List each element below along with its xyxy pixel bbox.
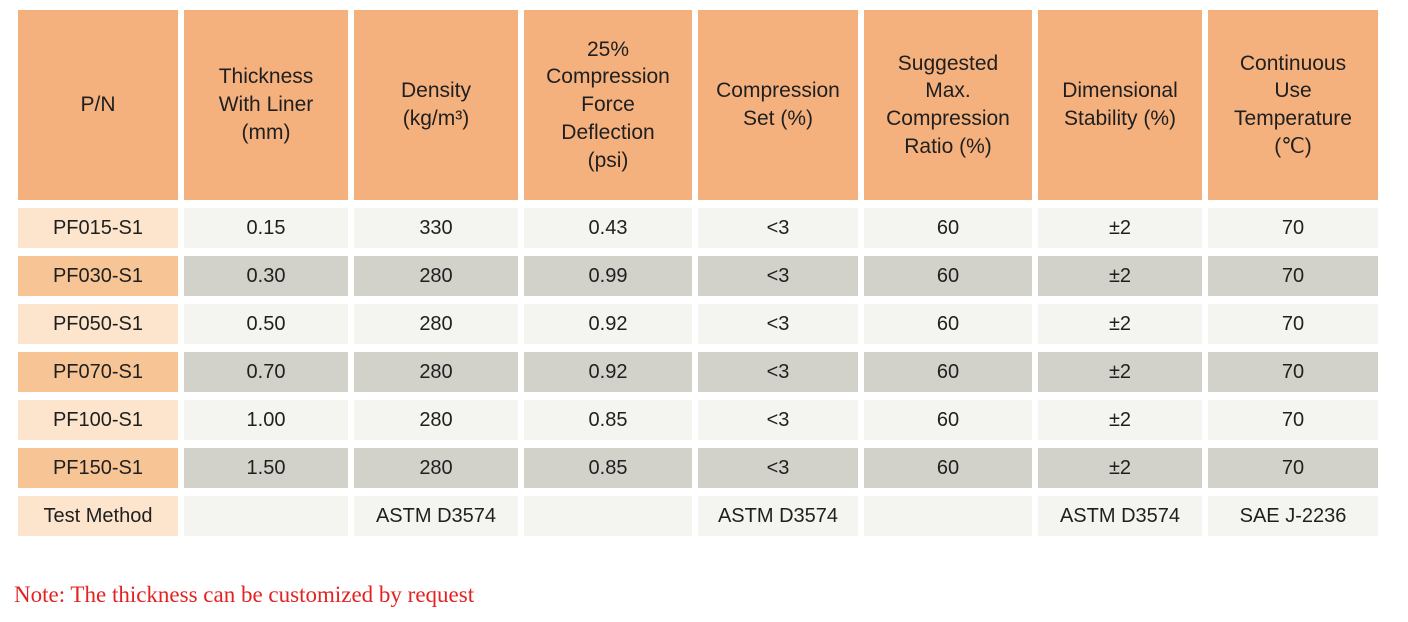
value-cell: 280 <box>354 304 518 344</box>
column-header-6: Dimensional Stability (%) <box>1038 10 1202 200</box>
pn-cell: PF100-S1 <box>18 400 178 440</box>
value-cell: 330 <box>354 208 518 248</box>
value-cell: <3 <box>698 448 858 488</box>
value-cell: ±2 <box>1038 208 1202 248</box>
value-cell: ASTM D3574 <box>354 496 518 536</box>
value-cell: 0.43 <box>524 208 692 248</box>
value-cell: ±2 <box>1038 400 1202 440</box>
pn-cell: PF150-S1 <box>18 448 178 488</box>
column-header-3: 25% Compression Force Deflection (psi) <box>524 10 692 200</box>
value-cell: <3 <box>698 208 858 248</box>
value-cell: 60 <box>864 256 1032 296</box>
column-header-1: Thickness With Liner (mm) <box>184 10 348 200</box>
table-row: PF070-S1 0.70 280 0.92 <3 60 ±2 70 <box>18 352 1378 392</box>
pn-cell: PF070-S1 <box>18 352 178 392</box>
value-cell: <3 <box>698 304 858 344</box>
value-cell: 280 <box>354 256 518 296</box>
value-cell: 0.15 <box>184 208 348 248</box>
column-header-4: Compression Set (%) <box>698 10 858 200</box>
table-row: PF150-S1 1.50 280 0.85 <3 60 ±2 70 <box>18 448 1378 488</box>
column-header-5: Suggested Max. Compression Ratio (%) <box>864 10 1032 200</box>
value-cell: 70 <box>1208 400 1378 440</box>
note-text: Note: The thickness can be customized by… <box>14 582 475 607</box>
value-cell: 70 <box>1208 304 1378 344</box>
value-cell: ±2 <box>1038 352 1202 392</box>
value-cell: <3 <box>698 400 858 440</box>
column-header-2: Density (kg/m³) <box>354 10 518 200</box>
header-row: P/N Thickness With Liner (mm) Density (kg/… <box>18 10 1378 200</box>
value-cell: 280 <box>354 352 518 392</box>
spec-sheet: P/N Thickness With Liner (mm) Density (kg/… <box>12 2 1384 607</box>
table-row: PF050-S1 0.50 280 0.92 <3 60 ±2 70 <box>18 304 1378 344</box>
value-cell: 0.70 <box>184 352 348 392</box>
value-cell: 70 <box>1208 256 1378 296</box>
pn-cell: PF015-S1 <box>18 208 178 248</box>
table-row: PF030-S1 0.30 280 0.99 <3 60 ±2 70 <box>18 256 1378 296</box>
value-cell: ASTM D3574 <box>698 496 858 536</box>
table-row: PF100-S1 1.00 280 0.85 <3 60 ±2 70 <box>18 400 1378 440</box>
value-cell: SAE J-2236 <box>1208 496 1378 536</box>
value-cell: 60 <box>864 352 1032 392</box>
spec-table: P/N Thickness With Liner (mm) Density (kg/… <box>12 2 1384 544</box>
value-cell: 60 <box>864 304 1032 344</box>
value-cell: 1.50 <box>184 448 348 488</box>
pn-cell: PF030-S1 <box>18 256 178 296</box>
value-cell: 1.00 <box>184 400 348 440</box>
pn-cell: PF050-S1 <box>18 304 178 344</box>
column-header-0: P/N <box>18 10 178 200</box>
value-cell: <3 <box>698 352 858 392</box>
value-cell: 0.99 <box>524 256 692 296</box>
value-cell <box>524 496 692 536</box>
value-cell: 60 <box>864 208 1032 248</box>
table-row: PF015-S1 0.15 330 0.43 <3 60 ±2 70 <box>18 208 1378 248</box>
value-cell: 70 <box>1208 448 1378 488</box>
value-cell <box>184 496 348 536</box>
value-cell: 60 <box>864 400 1032 440</box>
value-cell: 70 <box>1208 208 1378 248</box>
column-header-7: Continuous Use Temperature (℃) <box>1208 10 1378 200</box>
value-cell: 70 <box>1208 352 1378 392</box>
value-cell: 0.85 <box>524 400 692 440</box>
value-cell: 280 <box>354 400 518 440</box>
value-cell: ±2 <box>1038 256 1202 296</box>
value-cell: 60 <box>864 448 1032 488</box>
value-cell: 0.30 <box>184 256 348 296</box>
value-cell: 0.92 <box>524 352 692 392</box>
value-cell: 0.92 <box>524 304 692 344</box>
value-cell: ±2 <box>1038 448 1202 488</box>
pn-cell: Test Method <box>18 496 178 536</box>
value-cell: ±2 <box>1038 304 1202 344</box>
value-cell: 0.50 <box>184 304 348 344</box>
value-cell: 0.85 <box>524 448 692 488</box>
value-cell: 280 <box>354 448 518 488</box>
value-cell: <3 <box>698 256 858 296</box>
table-row: Test Method ASTM D3574 ASTM D3574 ASTM D357… <box>18 496 1378 536</box>
value-cell: ASTM D3574 <box>1038 496 1202 536</box>
value-cell <box>864 496 1032 536</box>
